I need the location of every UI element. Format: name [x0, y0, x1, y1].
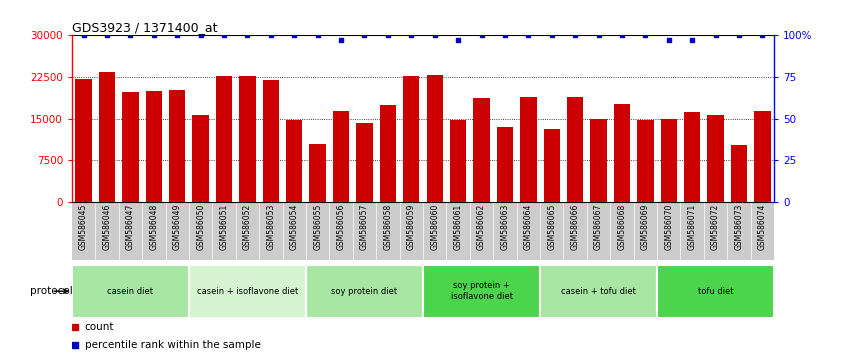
Bar — [661, 119, 677, 202]
Bar — [657, 265, 774, 318]
Bar — [540, 265, 657, 318]
Text: GSM586069: GSM586069 — [641, 204, 650, 250]
Bar — [169, 90, 185, 202]
Text: GSM586060: GSM586060 — [431, 204, 439, 250]
Bar — [567, 97, 584, 202]
Text: GSM586067: GSM586067 — [594, 204, 603, 250]
Bar — [99, 72, 115, 202]
Text: GDS3923 / 1371400_at: GDS3923 / 1371400_at — [72, 21, 217, 34]
Text: count: count — [85, 322, 114, 332]
Bar — [239, 76, 255, 202]
Text: GSM586053: GSM586053 — [266, 204, 275, 250]
Text: GSM586050: GSM586050 — [196, 204, 205, 250]
Bar — [426, 75, 443, 202]
Bar — [613, 104, 630, 202]
Text: GSM586045: GSM586045 — [80, 204, 88, 250]
Text: GSM586065: GSM586065 — [547, 204, 556, 250]
Text: casein + isoflavone diet: casein + isoflavone diet — [197, 287, 298, 296]
Text: GSM586055: GSM586055 — [313, 204, 322, 250]
Bar — [473, 97, 490, 202]
Text: GSM586046: GSM586046 — [102, 204, 112, 250]
Text: GSM586057: GSM586057 — [360, 204, 369, 250]
Bar — [306, 265, 423, 318]
Bar — [520, 97, 536, 202]
Bar — [684, 112, 700, 202]
Text: GSM586073: GSM586073 — [734, 204, 744, 250]
Text: GSM586071: GSM586071 — [688, 204, 696, 250]
Bar — [310, 144, 326, 202]
Text: GSM586064: GSM586064 — [524, 204, 533, 250]
Text: GSM586062: GSM586062 — [477, 204, 486, 250]
Bar — [192, 115, 209, 202]
Text: percentile rank within the sample: percentile rank within the sample — [85, 340, 261, 350]
Text: tofu diet: tofu diet — [698, 287, 733, 296]
Bar — [591, 119, 607, 202]
Bar — [423, 265, 540, 318]
Bar — [450, 120, 466, 202]
Text: GSM586063: GSM586063 — [501, 204, 509, 250]
Bar — [380, 105, 396, 202]
Bar — [754, 111, 771, 202]
Text: GSM586056: GSM586056 — [337, 204, 345, 250]
Text: GSM586058: GSM586058 — [383, 204, 393, 250]
Text: GSM586049: GSM586049 — [173, 204, 182, 250]
Bar — [332, 111, 349, 202]
Text: GSM586051: GSM586051 — [220, 204, 228, 250]
Bar — [403, 76, 420, 202]
Text: GSM586066: GSM586066 — [571, 204, 580, 250]
Text: casein + tofu diet: casein + tofu diet — [561, 287, 636, 296]
Bar — [356, 123, 373, 202]
Text: protocol: protocol — [30, 286, 73, 296]
Text: GSM586052: GSM586052 — [243, 204, 252, 250]
Text: GSM586072: GSM586072 — [711, 204, 720, 250]
Text: GSM586047: GSM586047 — [126, 204, 135, 250]
Bar — [146, 91, 162, 202]
Text: GSM586074: GSM586074 — [758, 204, 766, 250]
Bar — [72, 265, 189, 318]
Text: soy protein +
isoflavone diet: soy protein + isoflavone diet — [451, 281, 513, 301]
Text: GSM586054: GSM586054 — [290, 204, 299, 250]
Bar — [75, 79, 92, 202]
Text: GSM586061: GSM586061 — [453, 204, 463, 250]
Bar — [216, 76, 233, 202]
Bar — [707, 115, 724, 202]
Bar — [731, 145, 747, 202]
Bar — [122, 92, 139, 202]
Bar — [543, 129, 560, 202]
Text: casein diet: casein diet — [107, 287, 153, 296]
Bar — [637, 120, 654, 202]
Text: GSM586068: GSM586068 — [618, 204, 626, 250]
Bar — [262, 80, 279, 202]
Text: GSM586059: GSM586059 — [407, 204, 415, 250]
Bar — [286, 120, 303, 202]
Text: GSM586070: GSM586070 — [664, 204, 673, 250]
Text: soy protein diet: soy protein diet — [332, 287, 398, 296]
Text: GSM586048: GSM586048 — [150, 204, 158, 250]
Bar — [189, 265, 306, 318]
Bar — [497, 127, 514, 202]
